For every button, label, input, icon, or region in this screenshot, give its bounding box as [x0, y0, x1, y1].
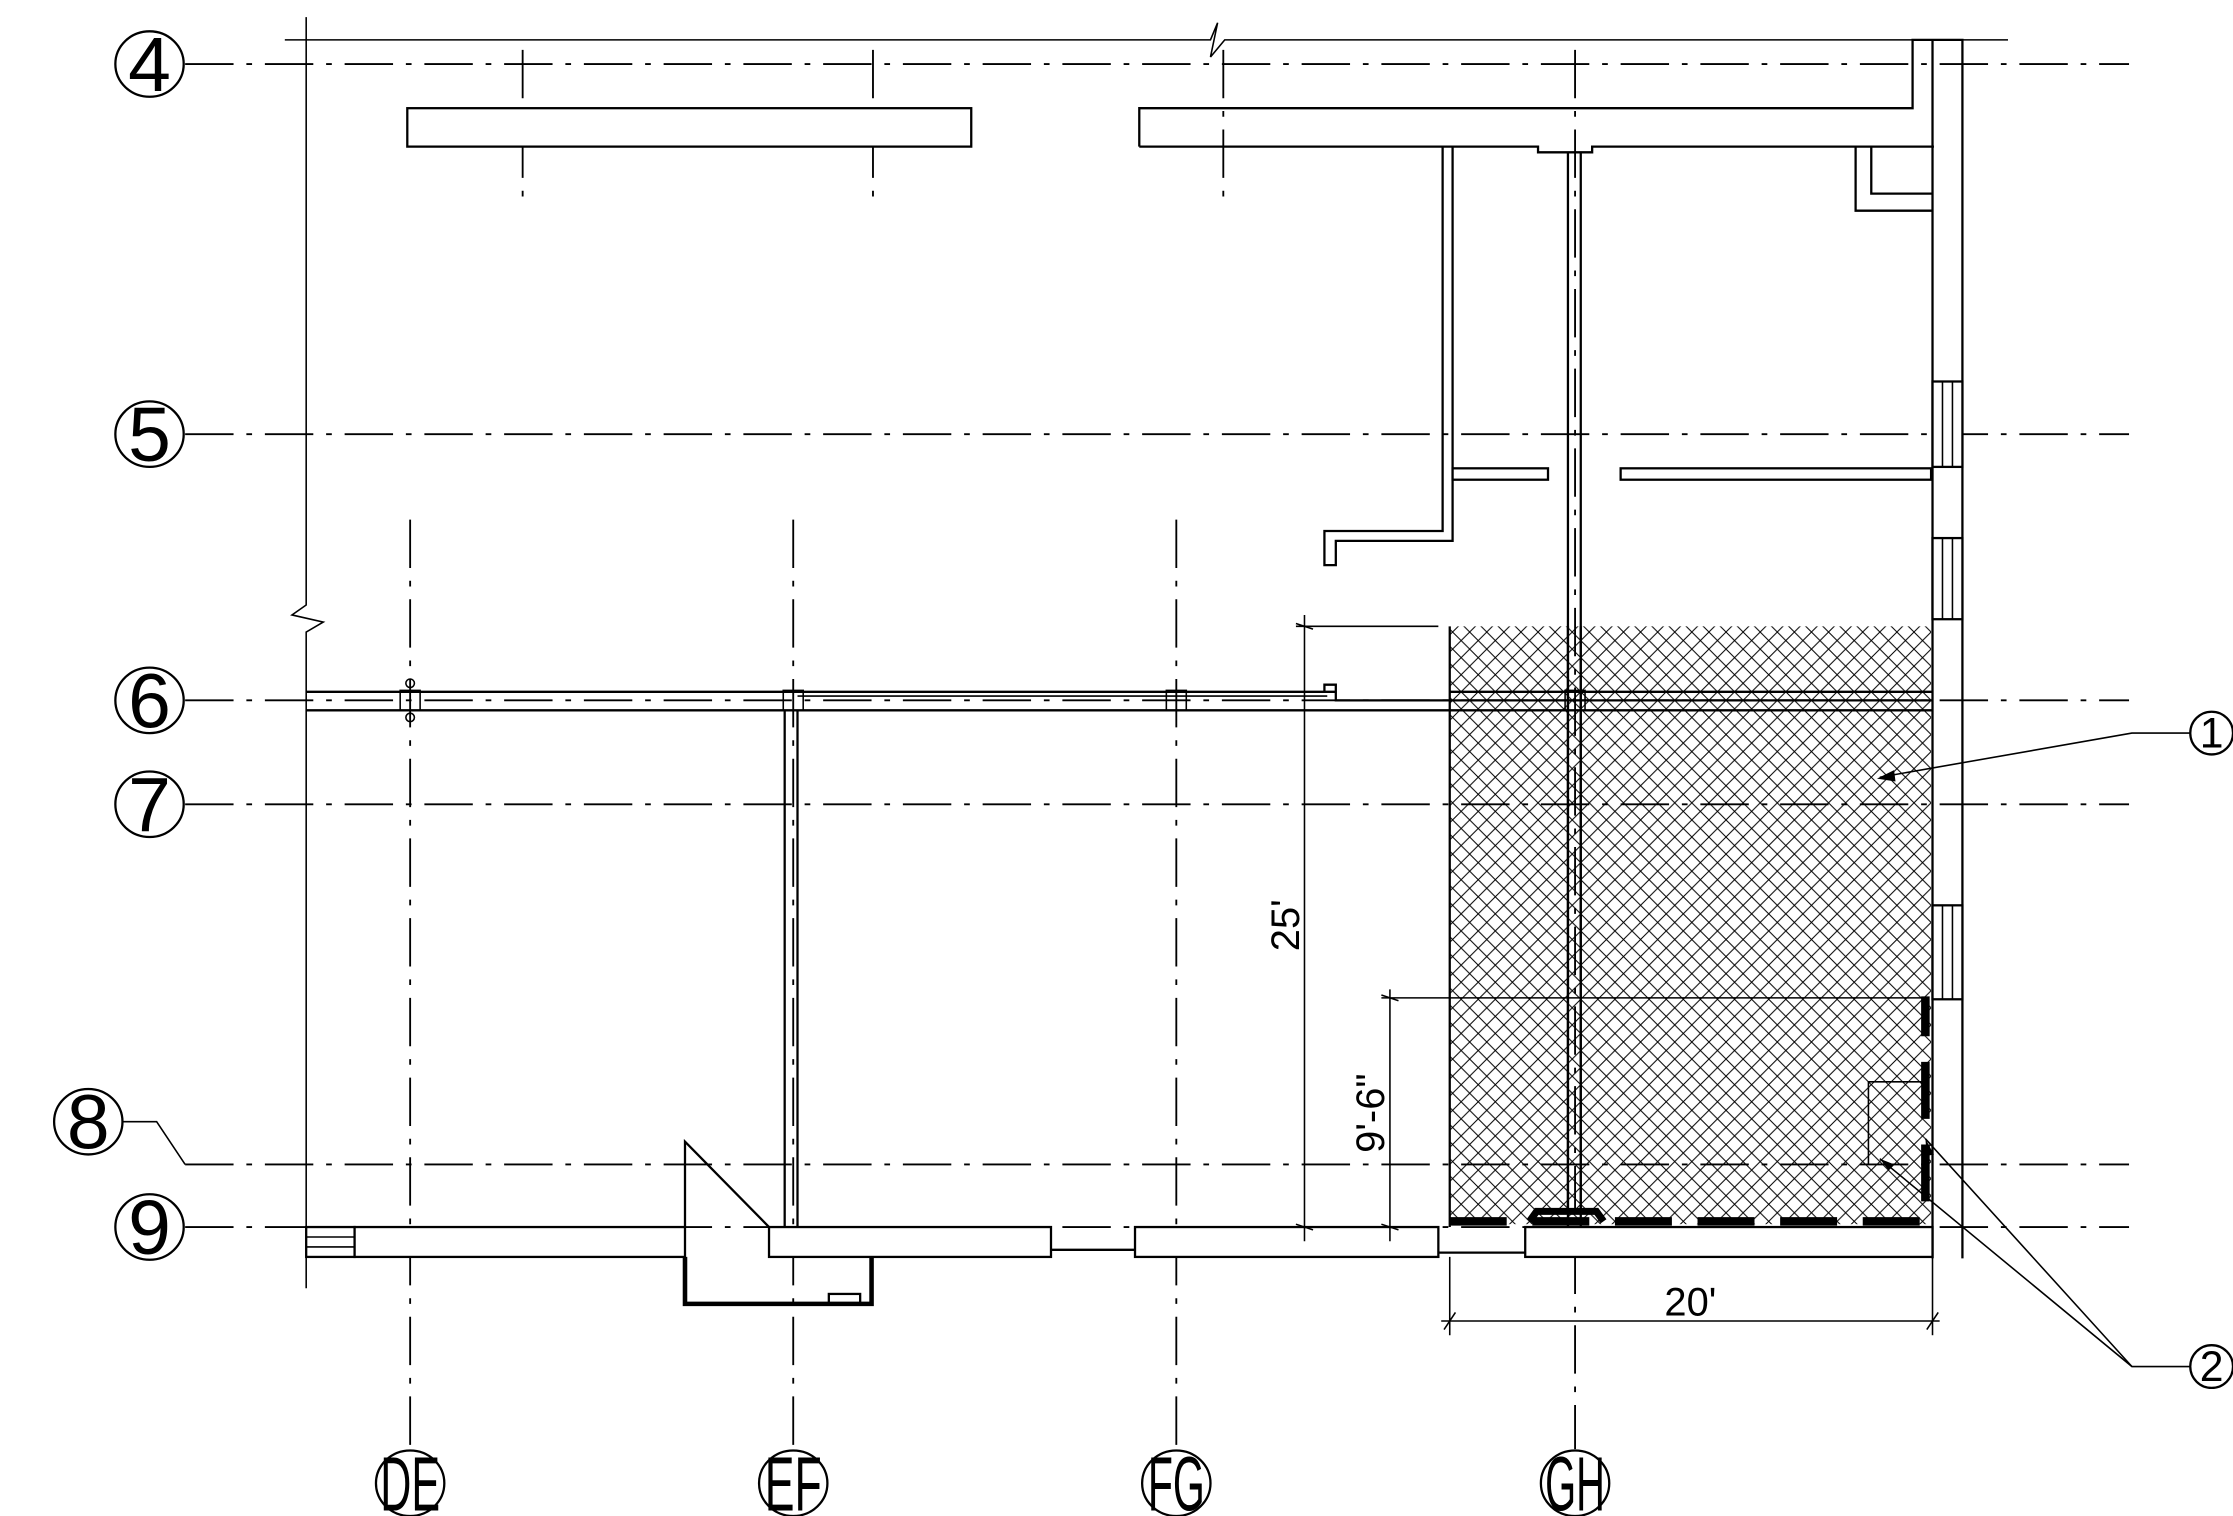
grid-bubble-row-6: 6 — [114, 658, 185, 744]
svg-text:9: 9 — [128, 1185, 171, 1271]
svg-text:6: 6 — [128, 658, 171, 744]
grid-bubble-row-9: 9 — [114, 1185, 185, 1271]
svg-text:GH: GH — [1545, 1441, 1605, 1516]
grid-bubble-row-7: 7 — [114, 762, 185, 848]
grid-bubble-col-gh: GH — [1539, 1441, 1611, 1516]
svg-text:7: 7 — [128, 762, 171, 848]
svg-text:EF: EF — [765, 1441, 822, 1516]
grid-bubble-col-fg: FG — [1141, 1441, 1212, 1516]
keynote-bubble-2: 2 — [2189, 1343, 2233, 1391]
grid-bubble-col-de: DE — [374, 1441, 446, 1516]
dimension-25ft-label: 25' — [1264, 899, 1308, 951]
svg-text:5: 5 — [128, 392, 171, 478]
svg-text:2: 2 — [2200, 1343, 2224, 1391]
boundary-lines — [284, 17, 2008, 1289]
grid-bubble-row-5: 5 — [114, 392, 185, 478]
dimension-25ft — [1295, 614, 1439, 1242]
svg-text:8: 8 — [67, 1080, 110, 1166]
dimension-20ft — [1441, 1256, 1940, 1336]
dimension-9ft6in — [1381, 989, 1926, 1242]
hatched-area — [1448, 626, 1933, 1228]
keynote-bubble-1: 1 — [2189, 709, 2233, 757]
grid-bubble-col-ef: EF — [757, 1441, 829, 1516]
keynote-2-leaders — [1879, 1138, 2191, 1368]
grid-bubble-row-8: 8 — [52, 1080, 124, 1166]
keynote-1-leader — [1876, 732, 2191, 782]
svg-text:DE: DE — [380, 1441, 440, 1516]
svg-text:FG: FG — [1148, 1441, 1205, 1516]
row-8-leader — [122, 1120, 186, 1165]
svg-text:4: 4 — [128, 22, 171, 108]
bottom-walls — [305, 1138, 1934, 1307]
dimension-9ft6in-label: 9'-6" — [1349, 1073, 1393, 1152]
dimension-20ft-label: 20' — [1664, 1280, 1716, 1324]
upper-walls — [406, 38, 1964, 1259]
grid-bubble-row-4: 4 — [114, 22, 185, 108]
ef-partition — [783, 710, 799, 1228]
exterior-window-segments — [1931, 380, 1964, 1001]
svg-text:1: 1 — [2200, 709, 2224, 757]
